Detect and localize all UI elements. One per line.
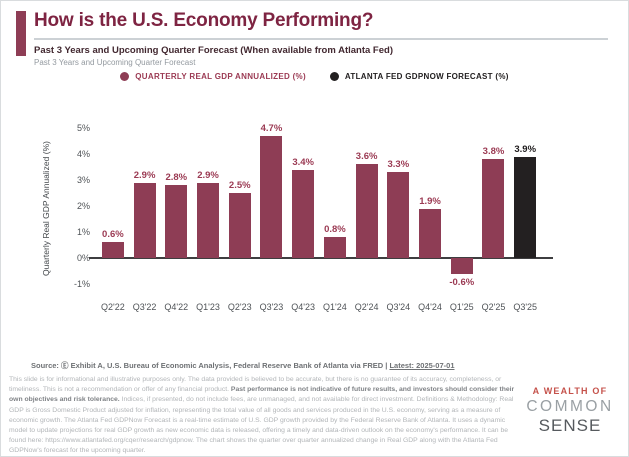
- bar-Q3'24: [387, 172, 410, 258]
- bar-value-label-Q3'23: 4.7%: [260, 122, 283, 134]
- y-axis-ticks: 5% 4% 3% 2% 1% 0% -1%: [54, 122, 90, 297]
- chart-legend: QUARTERLY REAL GDP ANNUALIZED (%) ATLANT…: [1, 72, 628, 81]
- x-label-Q1'24: Q1'24: [323, 302, 347, 312]
- legend-item-gdp: QUARTERLY REAL GDP ANNUALIZED (%): [120, 72, 306, 81]
- bar-Q3'23: [260, 135, 283, 258]
- bar-cell-Q3'23: 4.7%: [256, 122, 288, 297]
- bar-value-label-Q1'23: 2.9%: [197, 169, 219, 181]
- bar-cell-Q2'22: 0.6%: [97, 126, 129, 297]
- bar-value-label-Q3'25: 3.9%: [514, 143, 537, 155]
- bar-value-label-Q2'23: 2.5%: [228, 180, 251, 191]
- y-axis-title: Quarterly Real GDP Annualized (%): [41, 141, 51, 276]
- y-tick-2%: 2%: [76, 200, 90, 211]
- page-title: How is the U.S. Economy Performing?: [34, 10, 374, 31]
- bar-cell-Q4'23: 3.4%: [287, 126, 319, 297]
- bar-Q2'23: [228, 193, 251, 258]
- legend-swatch-gdp-icon: [120, 72, 130, 81]
- x-axis-labels: Q2'22 Q3'22 Q4'22 Q1'23 Q2'23 Q3'23 Q4'23 Q1'24…: [97, 302, 541, 312]
- bar-cell-Q2'23: 2.5%: [224, 126, 256, 297]
- latest-date-link[interactable]: Latest: 2025-07-01: [389, 361, 455, 370]
- gdp-bar-chart: 0.6% 2.9% 2.8% 2.9% 2.5% 4.7% 3.4% 0.8% 3.6% 3.3%…: [89, 122, 553, 297]
- bar-value-label-Q2'25: 3.8%: [482, 146, 505, 158]
- disclaimer-part2: Indices, if presented, do not include fe…: [9, 396, 514, 455]
- legend-item-forecast: ATLANTA FED GDPNOW FORECAST (%): [329, 72, 509, 81]
- x-label-Q1'23: Q1'23: [196, 302, 220, 312]
- x-label-Q1'25: Q1'25: [449, 302, 474, 312]
- bar-cell-Q3'24: 3.3%: [382, 126, 414, 297]
- title-rule: [34, 38, 608, 40]
- y-tick-4%: 4%: [76, 148, 90, 159]
- source-text: Source: Ⓔ Exhibit A, U.S. Bureau of Econ…: [31, 361, 390, 370]
- bar-Q4'22: [165, 185, 188, 258]
- legend-swatch-forecast-icon: [329, 72, 339, 81]
- bar-value-label-Q4'24: 1.9%: [419, 195, 441, 207]
- disclaimer: This slide is for informational and illu…: [9, 375, 525, 456]
- bar-Q1'24: [323, 237, 346, 258]
- x-label-Q2'24: Q2'24: [354, 302, 379, 312]
- bar-Q2'24: [355, 164, 378, 258]
- logo-line1: A WEALTH OF: [532, 386, 608, 396]
- bar-cell-Q2'25: 3.8%: [478, 126, 510, 297]
- bar-Q2'22: [101, 242, 124, 258]
- bar-cell-Q1'25: -0.6%: [446, 126, 478, 297]
- legend-label-gdp: QUARTERLY REAL GDP ANNUALIZED (%): [135, 72, 306, 81]
- y-tick-1%: 1%: [76, 226, 90, 237]
- bar-Q3'22: [133, 182, 156, 258]
- subtitle-light: Past 3 Years and Upcoming Quarter Foreca…: [34, 58, 196, 67]
- bar-cell-Q1'24: 0.8%: [319, 126, 351, 297]
- bar-cell-Q2'24: 3.6%: [351, 126, 383, 297]
- bar-value-label-Q1'25: -0.6%: [449, 276, 475, 288]
- bar-value-label-Q4'23: 3.4%: [292, 156, 314, 168]
- y-tick-0%: 0%: [76, 252, 90, 263]
- x-label-Q3'25: Q3'25: [513, 302, 538, 312]
- zero-axis-line: [89, 257, 553, 259]
- bar-Q3'25: [514, 156, 537, 258]
- y-tick-5%: 5%: [76, 122, 90, 133]
- bar-cell-Q3'22: 2.9%: [129, 126, 161, 297]
- bar-value-label-Q2'22: 0.6%: [102, 229, 124, 241]
- legend-label-forecast: ATLANTA FED GDPNOW FORECAST (%): [344, 72, 509, 81]
- bar-Q4'24: [419, 208, 442, 258]
- x-label-Q2'25: Q2'25: [481, 302, 506, 312]
- bar-Q2'25: [482, 159, 505, 258]
- bar-value-label-Q3'24: 3.3%: [387, 159, 410, 171]
- disclaimer-bold: Past performance is not indicative of fu…: [9, 386, 515, 404]
- bar-Q1'25: [450, 258, 473, 274]
- x-label-Q4'24: Q4'24: [418, 302, 442, 312]
- x-label-Q4'22: Q4'22: [164, 302, 189, 312]
- bar-cell-Q4'24: 1.9%: [414, 126, 446, 297]
- bar-cell-Q3'25: 3.9%: [509, 126, 541, 297]
- x-label-Q3'23: Q3'23: [259, 302, 284, 312]
- bar-value-label-Q3'22: 2.9%: [133, 169, 156, 181]
- x-label-Q3'24: Q3'24: [386, 302, 411, 312]
- bar-cell-Q4'22: 2.8%: [160, 126, 192, 297]
- awocs-logo: A WEALTH OF COMMON SENSE: [520, 386, 620, 436]
- logo-line2: COMMON: [526, 398, 614, 415]
- bar-Q1'23: [197, 182, 220, 258]
- y-tick-3%: 3%: [76, 174, 90, 185]
- subtitle-bold: Past 3 Years and Upcoming Quarter Foreca…: [34, 45, 393, 56]
- x-label-Q4'23: Q4'23: [291, 302, 316, 312]
- title-accent-bar: [16, 11, 26, 56]
- disclaimer-part1: This slide is for informational and illu…: [9, 376, 502, 394]
- x-label-Q2'22: Q2'22: [100, 302, 125, 312]
- bar-value-label-Q2'24: 3.6%: [355, 151, 378, 163]
- y-tick--1%: -1%: [73, 278, 90, 289]
- logo-line3: SENSE: [538, 416, 602, 435]
- bar-value-label-Q4'22: 2.8%: [165, 172, 188, 184]
- bar-cell-Q1'23: 2.9%: [192, 126, 224, 297]
- x-label-Q2'23: Q2'23: [227, 302, 252, 312]
- x-label-Q3'22: Q3'22: [132, 302, 157, 312]
- bar-Q4'23: [292, 169, 315, 258]
- source-line: Source: Ⓔ Exhibit A, U.S. Bureau of Econ…: [31, 360, 455, 371]
- bar-value-label-Q1'24: 0.8%: [324, 224, 346, 236]
